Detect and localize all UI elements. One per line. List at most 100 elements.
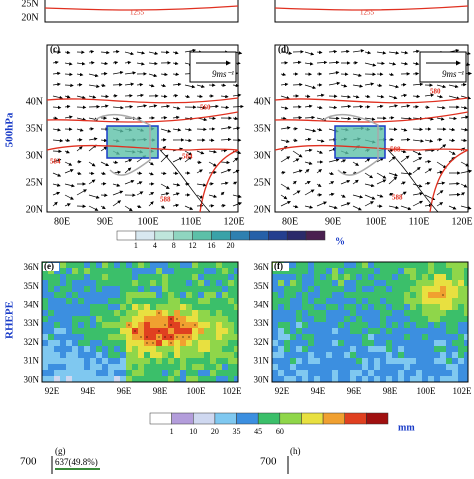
field-cell [180,370,186,376]
field-cell [60,376,66,382]
field-cell [108,298,114,304]
field-cell [452,280,458,286]
field-cell [234,292,240,298]
field-cell [54,292,60,298]
field-cell [192,268,198,274]
field-cell [132,316,138,322]
field-cell [374,262,380,268]
field-cell [410,334,416,340]
field-cell [410,364,416,370]
wind-vector [317,169,321,173]
stipple [140,336,141,337]
field-cell [216,310,222,316]
wind-vector [113,118,119,120]
wind-vector [341,118,351,119]
colorbar-swatch [174,231,193,240]
field-cell [308,364,314,370]
field-cell [368,262,374,268]
field-cell [168,286,174,292]
wind-vector [341,195,345,197]
field-cell [428,262,434,268]
field-cell [380,304,386,310]
lat-label: 35N [24,281,40,291]
field-cell [272,340,278,346]
field-cell [398,286,404,292]
lat-label: 35N [254,123,271,134]
stipple [176,318,177,319]
wind-vector [89,173,94,174]
field-cell [272,358,278,364]
field-cell [302,262,308,268]
wind-vector [389,52,398,53]
wind-vector [305,96,310,97]
field-cell [308,268,314,274]
field-cell [120,316,126,322]
field-cell [368,286,374,292]
field-cell [416,322,422,328]
colorbar-label: 60 [276,427,284,436]
field-cell [428,364,434,370]
field-cell [186,286,192,292]
field-cell [210,322,216,328]
field-cell [66,334,72,340]
field-cell [180,280,186,286]
field-cell [90,352,96,358]
field-cell [156,268,162,274]
field-cell [320,370,326,376]
field-cell [296,316,302,322]
lat-label: 31N [24,356,40,366]
field-cell [132,346,138,352]
field-cell [168,304,174,310]
field-cell [222,352,228,358]
field-cell [296,352,302,358]
wind-vector [101,52,109,53]
field-cell [374,334,380,340]
field-cell [234,298,240,304]
field-cell [284,340,290,346]
field-cell [42,364,48,370]
field-cell [368,316,374,322]
wind-vector [89,51,94,52]
lat-label: 31N [254,356,270,366]
wind-vector [353,85,362,87]
field-cell [198,370,204,376]
lon-label: 80E [54,216,70,227]
wind-vector [161,184,169,189]
lat-label: 34N [24,299,40,309]
field-cell [284,376,290,382]
field-cell [368,340,374,346]
field-cell [284,352,290,358]
field-cell [314,346,320,352]
field-cell [66,304,72,310]
field-cell [156,358,162,364]
wind-vector [53,129,60,130]
field-cell [66,262,72,268]
field-cell [314,262,320,268]
wind-vector [341,160,345,162]
field-cell [296,364,302,370]
field-cell [234,328,240,334]
field-cell [234,352,240,358]
field-cell [126,334,132,340]
field-cell [320,268,326,274]
field-cell [356,280,362,286]
lat-label: 20N [254,204,271,215]
wind-vector [425,161,431,162]
field-cell [78,376,84,382]
field-cell [48,304,54,310]
field-cell [374,346,380,352]
field-cell [96,334,102,340]
field-cell [308,286,314,292]
wind-vector [365,195,375,199]
field-cell [144,364,150,370]
field-cell [168,268,174,274]
field-cell [174,328,180,334]
field-cell [90,292,96,298]
field-cell [156,322,162,328]
field-cell [308,262,314,268]
field-cell [302,298,308,304]
field-cell [192,334,198,340]
field-cell [272,298,278,304]
field-cell [296,322,302,328]
field-cell [150,334,156,340]
